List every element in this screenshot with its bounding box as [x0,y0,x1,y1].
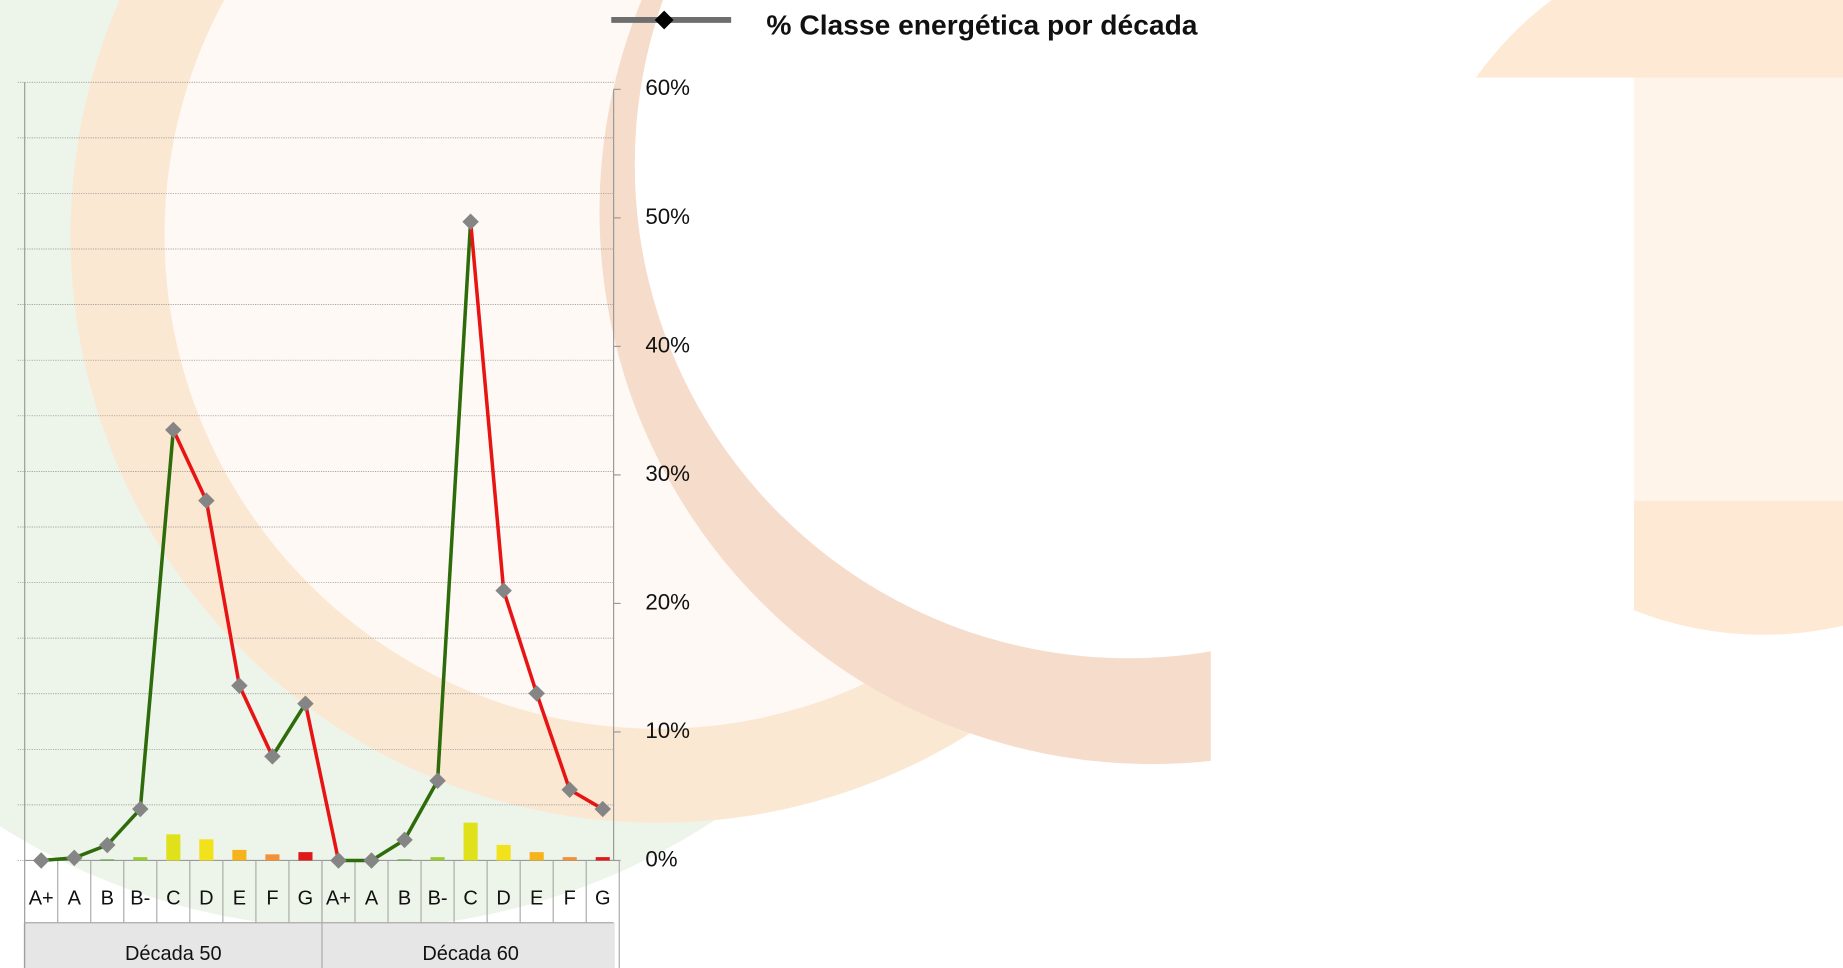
x-tick-label: E [233,888,246,910]
group-label: Década 60 [422,943,519,965]
bar [298,852,312,860]
legend-label: % Classe energética por década [766,8,1197,40]
x-tick-label: F [564,888,576,910]
bar [530,852,544,860]
x-tick-label: B [101,888,114,910]
bar [497,845,511,861]
x-tick-label: G [298,888,314,910]
group-label: Década 50 [125,943,222,965]
y-tick-label: 30% [645,461,690,486]
background-decoration [0,0,1843,968]
x-tick-label: E [530,888,543,910]
x-tick-label: B [398,888,411,910]
chart: % Classe energética por década 0% 10% 20% 3… [0,0,1843,968]
y-tick-label: 20% [645,589,690,614]
bar [431,857,445,860]
x-tick-label: A+ [326,888,351,910]
bar [596,857,610,860]
bar [397,859,411,860]
x-tick-label: C [166,888,180,910]
x-tick-label: C [463,888,477,910]
y-tick-label: 10% [645,718,690,743]
bar [133,857,147,860]
y-tick-label: 60% [645,75,690,100]
bar [265,854,279,860]
y-tick-label: 40% [645,332,690,357]
bar [464,823,478,861]
x-tick-label: A [365,888,379,910]
x-tick-label: A+ [29,888,54,910]
y-tick-label: 50% [645,204,690,229]
chart-body: % Classe energética por década 0% 10% 20% 3… [0,0,1843,968]
x-tick-label: B- [428,888,448,910]
x-tick-label: D [199,888,213,910]
page: {"chart_data": { "type": "line", "catego… [0,0,1843,968]
bar [563,857,577,860]
x-tick-label: D [496,888,510,910]
x-tick-label: A [68,888,82,910]
y-tick-label: 0% [645,846,677,871]
bar [166,834,180,860]
x-tick-label: G [595,888,611,910]
x-tick-label: F [266,888,278,910]
bar [199,839,213,860]
bar [232,850,246,861]
bar [100,859,114,860]
x-tick-label: B- [130,888,150,910]
